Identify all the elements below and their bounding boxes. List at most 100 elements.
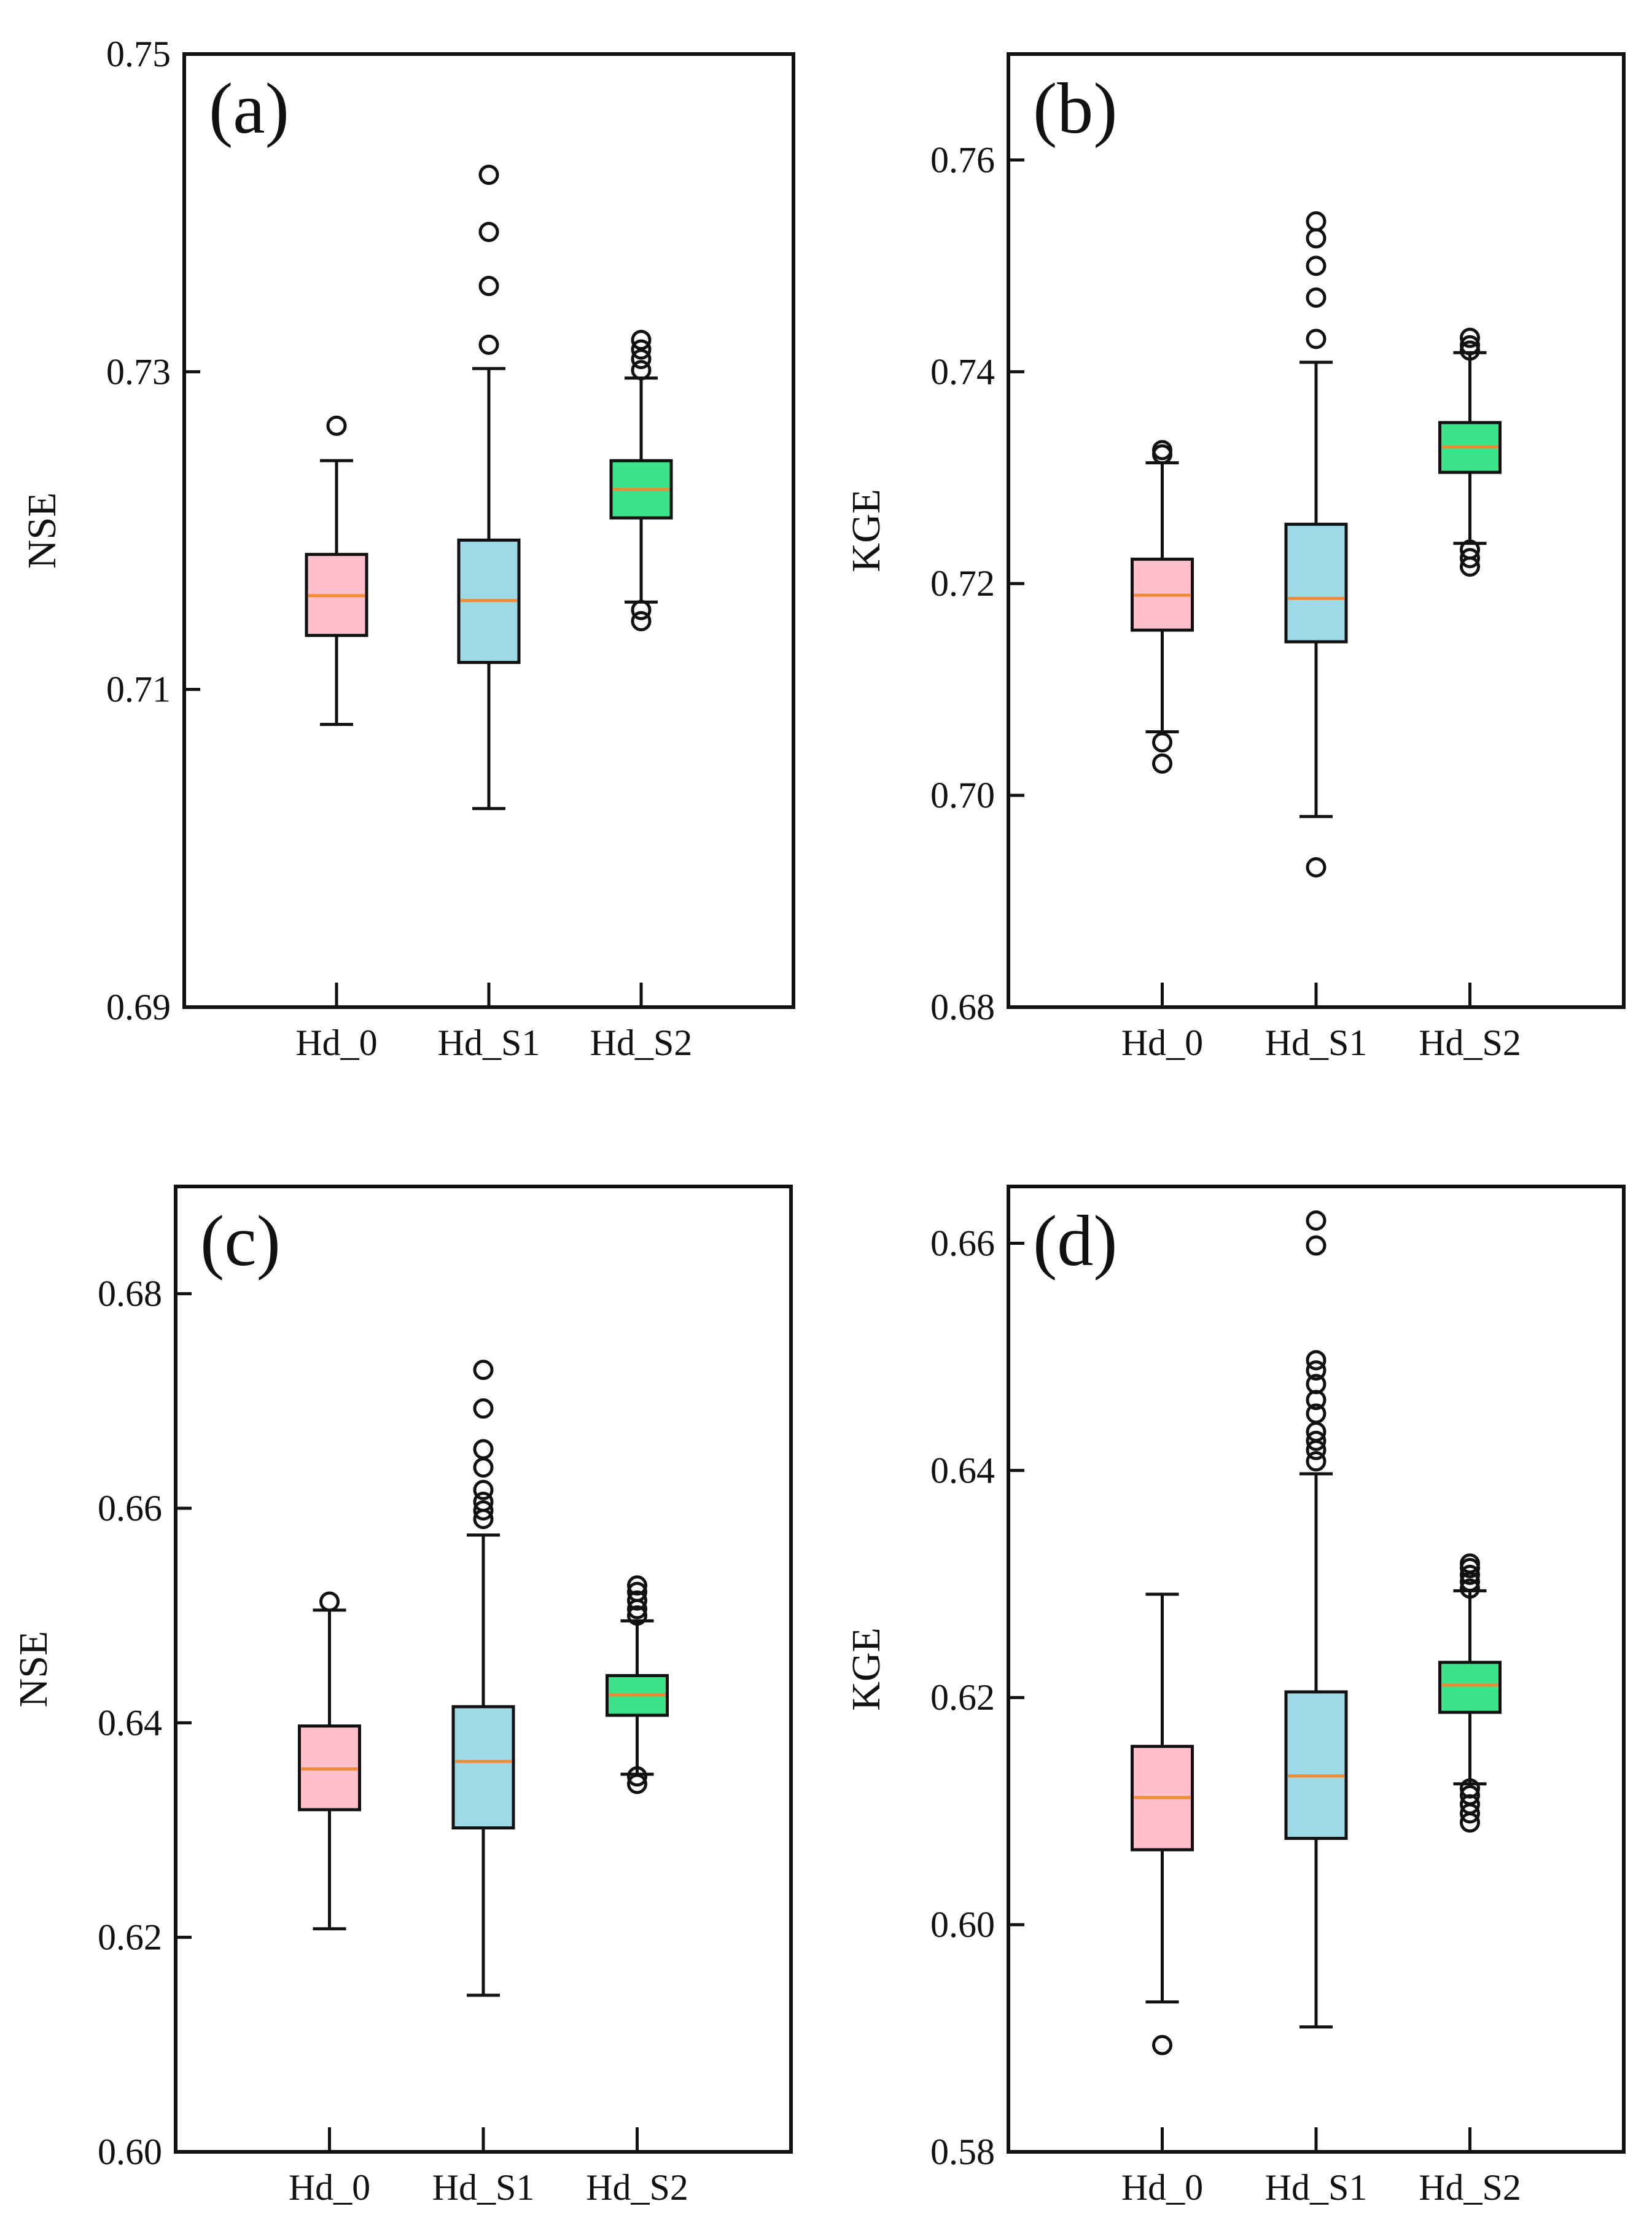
box-body [1438,1661,1502,1714]
panel-4: 0.58 0.60 0.62 0.64 0.66 KGE Hd_0 Hd_S1 Hd_S2 (d) [844,1185,1626,2208]
panel-3: 0.60 0.62 0.64 0.66 0.68 NSE Hd_0 Hd_S1 Hd_S2 (c) [11,1185,793,2208]
box-hd-s2 [606,1575,669,1794]
outlier-point [631,610,652,631]
box-hd-s1 [451,1360,515,1997]
x-tick-label: Hd_0 [295,1022,377,1063]
y-tick-label: 0.62 [98,1917,162,1958]
outlier-point [1306,1350,1327,1371]
box-hd-s2 [609,330,673,631]
outlier-point [631,349,652,370]
outlier-point [1306,255,1327,276]
x-tick-label: Hd_S1 [1265,1022,1368,1063]
outlier-point [319,1591,340,1612]
x-tick-label: Hd_0 [1121,2167,1203,2208]
box-hd-s1 [1284,211,1348,878]
y-tick-label: 0.69 [106,987,171,1027]
y-axis-label: NSE [20,493,64,569]
outlier-point [1460,1578,1480,1599]
plot-frame [1007,1185,1626,2154]
y-tick-label: 0.62 [930,1677,995,1718]
y-tick-label: 0.68 [930,987,995,1027]
outlier-point [473,1479,494,1500]
outlier-point [473,1360,494,1381]
x-tick-label: Hd_S2 [1419,2167,1521,2208]
y-tick-label: 0.66 [98,1488,162,1529]
y-tick-label: 0.66 [930,1223,995,1263]
outlier-point [326,415,347,436]
outlier-point [478,222,499,243]
box-hd-0 [305,415,368,726]
y-tick-label: 0.72 [930,563,995,604]
box-hd-0 [1131,440,1194,774]
outlier-point [1152,440,1172,461]
outlier-point [473,1500,494,1521]
box-body [1284,523,1348,644]
plot-frame [174,1185,793,2154]
outlier-point [631,360,652,381]
box-hd-s2 [1438,1553,1502,1833]
outlier-point [1306,1451,1327,1472]
outlier-point [627,1605,647,1626]
x-tick-label: Hd_S1 [438,1022,540,1063]
x-tick-label: Hd_S2 [586,2167,688,2208]
outlier-point [1306,1210,1327,1231]
y-tick-label: 0.76 [930,139,995,180]
y-axis-label: KGE [844,1627,889,1711]
outlier-point [1460,539,1480,560]
outlier-point [473,1457,494,1478]
box-hd-s2 [1438,327,1502,577]
plot-frame [1007,52,1626,1009]
panel-label: (a) [209,68,289,149]
box-body [1284,1690,1348,1840]
y-tick-label: 0.74 [930,351,995,392]
outlier-point [627,1590,647,1611]
outlier-point [1306,287,1327,308]
outlier-point [478,165,499,185]
y-tick-label: 0.68 [98,1274,162,1314]
outlier-point [1460,1778,1480,1799]
y-tick-label: 0.75 [106,34,171,74]
x-tick-label: Hd_S2 [590,1022,693,1063]
outlier-point [478,276,499,297]
outlier-point [627,1575,647,1596]
outlier-point [627,1774,647,1794]
panel-1: 0.69 0.71 0.73 0.75 NSE Hd_0 Hd_S1 Hd_S2 (a) [20,34,795,1063]
outlier-point [1306,1403,1327,1424]
y-tick-label: 0.64 [930,1450,995,1490]
plot-frame [182,52,795,1009]
y-tick-label: 0.64 [98,1702,162,1743]
panel-label: (b) [1033,68,1118,149]
x-tick-label: Hd_0 [289,2167,370,2208]
outlier-point [1306,1235,1327,1256]
box-hd-s1 [457,165,521,811]
outlier-point [1460,327,1480,348]
panel-2: 0.68 0.70 0.72 0.74 0.76 KGE Hd_0 Hd_S1 Hd_S2 (b) [844,52,1626,1063]
outlier-point [1306,1374,1327,1395]
outlier-point [1306,211,1327,232]
y-tick-label: 0.71 [106,669,171,710]
outlier-point [1460,1553,1480,1574]
outlier-point [1460,1785,1480,1805]
y-tick-label: 0.70 [930,775,995,816]
outlier-point [627,1766,647,1787]
outlier-point [1152,2035,1172,2055]
box-hd-s1 [1284,1210,1348,2029]
outlier-point [478,334,499,355]
outlier-point [473,1398,494,1419]
outlier-point [1306,329,1327,349]
x-tick-label: Hd_S1 [1265,2167,1368,2208]
outlier-point [1152,732,1172,753]
x-tick-label: Hd_S2 [1419,1022,1521,1063]
outlier-point [1460,335,1480,356]
outlier-point [631,599,652,620]
x-tick-label: Hd_S1 [432,2167,535,2208]
outlier-point [1306,1360,1327,1381]
outlier-point [631,330,652,351]
box-hd-0 [1131,1592,1194,2055]
y-tick-label: 0.73 [106,351,171,392]
outlier-point [473,1492,494,1513]
outlier-point [1306,228,1327,249]
outlier-point [1460,1564,1480,1585]
y-axis-label: KGE [844,489,889,572]
